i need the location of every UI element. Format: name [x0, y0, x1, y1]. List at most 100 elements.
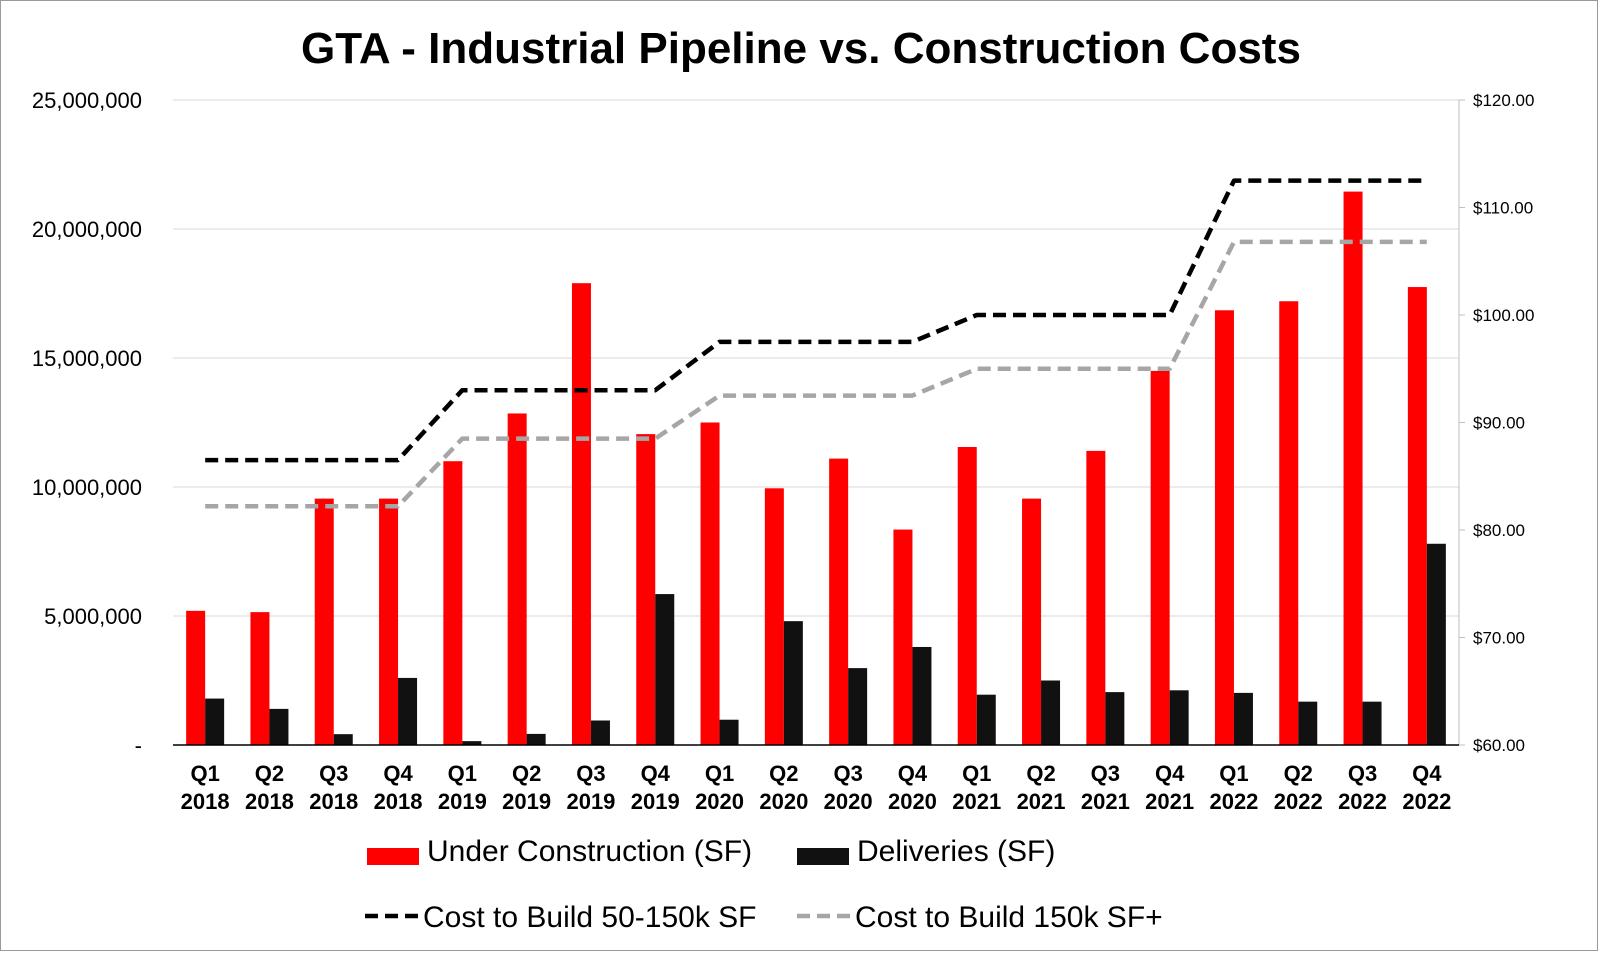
legend-label-cost-50-150k: Cost to Build 50-150k SF	[423, 901, 757, 934]
bar-deliveries	[1426, 543, 1446, 745]
x-tick-label-quarter: Q2	[255, 761, 284, 786]
x-tick-label-year: 2018	[309, 789, 358, 814]
chart-title: GTA - Industrial Pipeline vs. Constructi…	[301, 24, 1301, 73]
bar-under-construction	[893, 529, 913, 745]
legend-label-under-construction: Under Construction (SF)	[427, 835, 752, 868]
x-tick-label-quarter: Q3	[319, 761, 348, 786]
x-tick-label-year: 2019	[502, 789, 551, 814]
x-tick-label-quarter: Q4	[641, 761, 671, 786]
y-right-tick-label: $70.00	[1473, 629, 1525, 648]
bar-deliveries	[526, 733, 546, 745]
x-tick-label-quarter: Q1	[1219, 761, 1248, 786]
bar-deliveries	[1362, 701, 1382, 745]
x-tick-label-year: 2018	[374, 789, 423, 814]
bar-under-construction	[1343, 191, 1363, 746]
bar-deliveries	[333, 734, 353, 745]
bar-deliveries	[912, 646, 932, 745]
legend-label-deliveries: Deliveries (SF)	[857, 835, 1055, 868]
y-right-tick-label: $80.00	[1473, 521, 1525, 540]
bar-deliveries	[205, 698, 225, 745]
x-tick-label-year: 2018	[245, 789, 294, 814]
y-left-tick-label: 5,000,000	[44, 604, 142, 629]
bar-under-construction	[829, 458, 849, 745]
x-tick-label-year: 2022	[1209, 789, 1258, 814]
gridlines	[173, 99, 1459, 617]
y-right-tick-label: $120.00	[1473, 91, 1534, 110]
y-left-tick-label: 20,000,000	[32, 217, 142, 242]
x-tick-label-year: 2019	[566, 789, 615, 814]
line-cost-50-150k	[205, 178, 1427, 463]
bar-deliveries	[398, 677, 418, 745]
x-tick-label-year: 2018	[181, 789, 230, 814]
bar-under-construction	[1150, 370, 1170, 745]
bar-under-construction	[1407, 287, 1427, 745]
bar-deliveries	[269, 708, 289, 745]
x-tick-label-year: 2022	[1274, 789, 1323, 814]
legend-swatch-under-construction	[367, 848, 419, 865]
bar-deliveries	[1041, 680, 1061, 745]
x-tick-label-year: 2020	[888, 789, 937, 814]
line-series	[205, 178, 1427, 509]
bar-under-construction	[1086, 450, 1106, 745]
axes: - 5,000,000 10,000,000 15,000,000 20,000,000…	[32, 88, 1535, 814]
x-tick-label-quarter: Q2	[1284, 761, 1313, 786]
x-tick-label-quarter: Q1	[448, 761, 477, 786]
y-left-tick-label: -	[135, 733, 142, 758]
x-tick-label-quarter: Q1	[962, 761, 991, 786]
x-tick-label-year: 2021	[1017, 789, 1066, 814]
x-tick-label-year: 2022	[1338, 789, 1387, 814]
bar-under-construction	[186, 610, 206, 745]
bar-under-construction	[1214, 310, 1234, 745]
bar-deliveries	[462, 741, 482, 745]
bar-under-construction	[636, 434, 656, 745]
x-tick-label-quarter: Q2	[512, 761, 541, 786]
y-left-tick-label: 10,000,000	[32, 475, 142, 500]
bar-deliveries	[719, 719, 739, 745]
bar-under-construction	[571, 283, 591, 745]
x-tick-label-quarter: Q4	[1412, 761, 1442, 786]
x-tick-label-quarter: Q1	[190, 761, 219, 786]
x-tick-label-quarter: Q3	[576, 761, 605, 786]
bar-deliveries	[976, 694, 996, 745]
y-right-tick-label: $90.00	[1473, 414, 1525, 433]
bar-deliveries	[848, 668, 868, 745]
x-tick-label-quarter: Q3	[1091, 761, 1120, 786]
legend: Under Construction (SF) Deliveries (SF) Co…	[365, 835, 1163, 934]
bar-under-construction	[700, 422, 720, 745]
bar-under-construction	[764, 488, 784, 745]
bar-series	[186, 191, 1446, 746]
legend-swatch-deliveries	[797, 848, 849, 865]
x-tick-label-year: 2020	[824, 789, 873, 814]
x-tick-label-year: 2021	[952, 789, 1001, 814]
y-right-tick-label: $100.00	[1473, 306, 1534, 325]
x-tick-label-year: 2020	[759, 789, 808, 814]
bar-under-construction	[379, 498, 399, 745]
bar-deliveries	[590, 720, 610, 745]
bar-deliveries	[783, 621, 803, 745]
x-tick-label-quarter: Q1	[705, 761, 734, 786]
x-tick-label-year: 2020	[695, 789, 744, 814]
x-tick-label-quarter: Q2	[1026, 761, 1055, 786]
legend-label-cost-150k-plus: Cost to Build 150k SF+	[855, 901, 1163, 934]
x-tick-label-year: 2019	[438, 789, 487, 814]
bar-deliveries	[655, 594, 675, 745]
x-tick-label-quarter: Q4	[1155, 761, 1185, 786]
bar-under-construction	[507, 413, 527, 745]
bar-deliveries	[1233, 692, 1253, 745]
y-right-tick-label: $110.00	[1473, 199, 1533, 218]
bar-under-construction	[1022, 498, 1042, 745]
bar-deliveries	[1298, 701, 1318, 745]
x-tick-label-quarter: Q4	[898, 761, 928, 786]
bar-under-construction	[250, 612, 270, 745]
y-left-tick-label: 15,000,000	[32, 346, 142, 371]
bar-under-construction	[314, 498, 334, 745]
line-cost-150k-plus	[205, 239, 1427, 509]
bar-under-construction	[957, 447, 977, 745]
bar-deliveries	[1105, 692, 1125, 745]
x-tick-label-year: 2022	[1402, 789, 1451, 814]
x-tick-label-quarter: Q3	[1348, 761, 1377, 786]
x-tick-label-year: 2019	[631, 789, 680, 814]
x-tick-label-quarter: Q3	[833, 761, 862, 786]
